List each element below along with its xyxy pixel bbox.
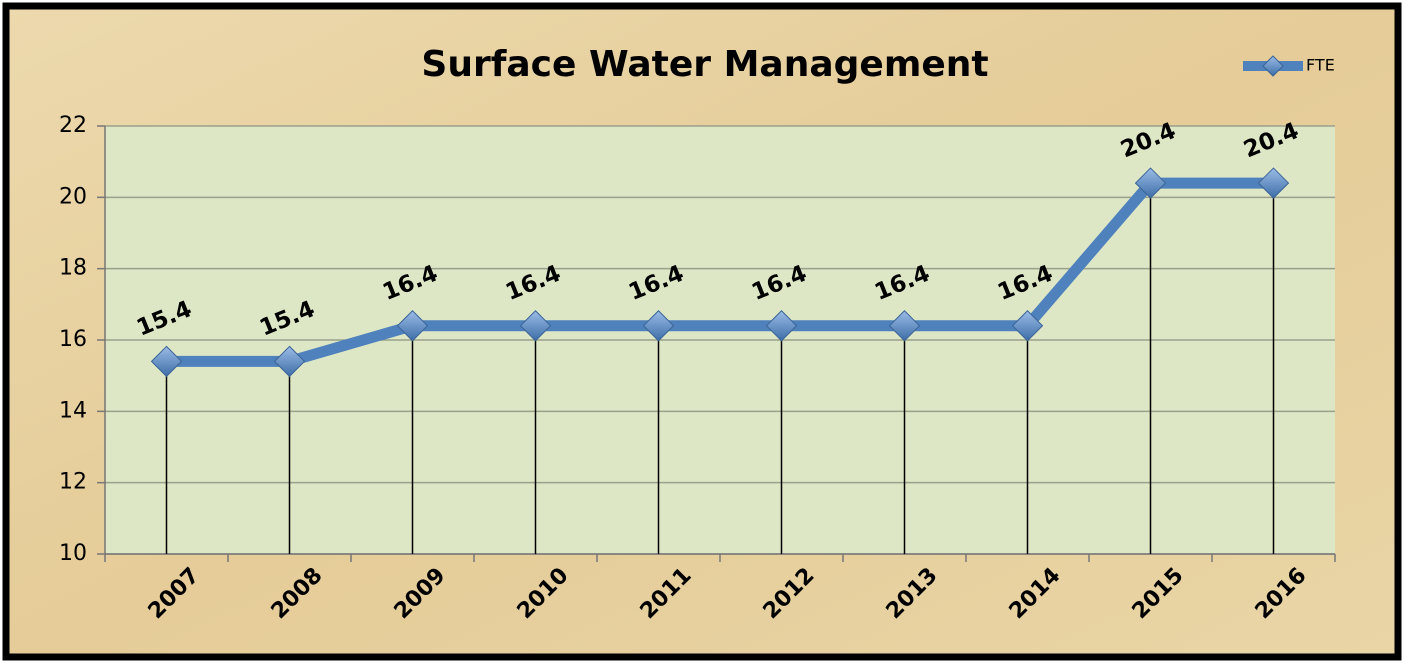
chart-title: Surface Water Management <box>421 44 988 85</box>
series-line <box>166 177 1274 367</box>
marker <box>1134 167 1167 199</box>
y-tick-label: 16 <box>59 327 87 352</box>
marker <box>273 345 306 378</box>
legend-label: FTE <box>1306 56 1335 75</box>
marker <box>150 345 183 378</box>
marker <box>1011 310 1044 342</box>
y-tick-label: 12 <box>59 470 87 495</box>
y-tick-label: 22 <box>59 113 87 138</box>
legend-marker <box>1262 55 1284 77</box>
marker <box>1257 167 1290 199</box>
marker <box>642 310 675 342</box>
marker <box>765 310 798 342</box>
marker <box>888 310 921 342</box>
marker <box>396 310 429 342</box>
y-tick-label: 20 <box>59 184 87 209</box>
y-tick-label: 14 <box>59 398 87 423</box>
y-tick-label: 18 <box>59 256 87 281</box>
y-tick-label: 10 <box>59 541 87 566</box>
marker <box>519 310 552 342</box>
